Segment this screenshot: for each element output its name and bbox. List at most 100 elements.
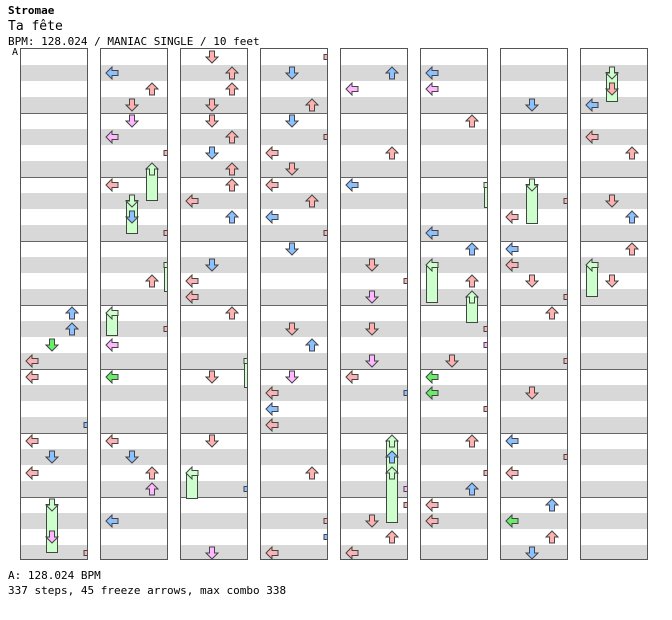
left-arrow-icon [265, 178, 279, 192]
up-arrow-icon [545, 498, 559, 512]
left-arrow-icon [105, 338, 119, 352]
down-arrow-icon [285, 242, 299, 256]
left-arrow-icon [105, 306, 119, 320]
beat-stripe [501, 289, 567, 305]
up-arrow-icon [305, 98, 319, 112]
left-arrow-icon [425, 370, 439, 384]
measure-line [21, 497, 87, 498]
beat-stripe [421, 417, 487, 433]
right-arrow-icon [323, 534, 327, 540]
measure-line [261, 177, 327, 178]
up-arrow-icon [225, 210, 239, 224]
up-arrow-icon [385, 146, 399, 160]
beat-stripe [341, 161, 407, 177]
measure-line [581, 369, 647, 370]
beat-stripe [261, 385, 327, 401]
beat-stripe [421, 225, 487, 241]
left-arrow-icon [505, 258, 519, 272]
up-arrow-icon [385, 530, 399, 544]
measure-line [261, 497, 327, 498]
right-arrow-icon [323, 518, 327, 524]
left-arrow-icon [185, 194, 199, 208]
beat-stripe [421, 321, 487, 337]
beat-stripe [181, 353, 247, 369]
beat-stripe [21, 353, 87, 369]
right-arrow-icon [163, 262, 167, 268]
left-arrow-icon [505, 514, 519, 528]
footer-stats: 337 steps, 45 freeze arrows, max combo 3… [8, 584, 287, 597]
measure-line [501, 241, 567, 242]
left-arrow-icon [265, 210, 279, 224]
left-arrow-icon [345, 546, 359, 559]
beat-stripe [581, 545, 647, 559]
up-arrow-icon [305, 338, 319, 352]
up-arrow-icon [145, 162, 159, 176]
beat-stripe [421, 129, 487, 145]
down-arrow-icon [525, 386, 539, 400]
down-arrow-icon [365, 258, 379, 272]
beat-stripe [181, 225, 247, 241]
down-arrow-icon [525, 178, 539, 192]
right-arrow-icon [483, 406, 487, 412]
left-arrow-icon [265, 402, 279, 416]
left-arrow-icon [585, 258, 599, 272]
beat-stripe [581, 129, 647, 145]
measure-line [181, 305, 247, 306]
left-arrow-icon [585, 130, 599, 144]
start-marker: A [12, 47, 19, 58]
left-arrow-icon [345, 82, 359, 96]
up-arrow-icon [65, 306, 79, 320]
right-arrow-icon [163, 150, 167, 156]
measure-line [101, 177, 167, 178]
up-arrow-icon [465, 482, 479, 496]
measure-line [501, 305, 567, 306]
left-arrow-icon [105, 66, 119, 80]
up-arrow-icon [465, 242, 479, 256]
left-arrow-icon [185, 274, 199, 288]
beat-stripe [501, 321, 567, 337]
right-arrow-icon [323, 134, 327, 140]
up-arrow-icon [385, 66, 399, 80]
down-arrow-icon [205, 370, 219, 384]
beat-stripe [501, 129, 567, 145]
left-arrow-icon [505, 434, 519, 448]
down-arrow-icon [525, 274, 539, 288]
beat-stripe [341, 225, 407, 241]
beat-stripe [581, 161, 647, 177]
left-arrow-icon [425, 498, 439, 512]
chart-lane [260, 48, 328, 560]
down-arrow-icon [445, 354, 459, 368]
up-arrow-icon [225, 66, 239, 80]
beat-stripe [421, 449, 487, 465]
beat-stripe [341, 193, 407, 209]
up-arrow-icon [225, 178, 239, 192]
beat-stripe [181, 385, 247, 401]
up-arrow-icon [465, 290, 479, 304]
down-arrow-icon [605, 274, 619, 288]
up-arrow-icon [465, 434, 479, 448]
measure-line [421, 433, 487, 434]
beat-stripe [581, 417, 647, 433]
beat-stripe [261, 225, 327, 241]
beat-stripe [581, 353, 647, 369]
measure-line [21, 177, 87, 178]
measure-line [101, 369, 167, 370]
beat-stripe [181, 193, 247, 209]
down-arrow-icon [205, 434, 219, 448]
measure-line [101, 241, 167, 242]
down-arrow-icon [205, 258, 219, 272]
right-arrow-icon [243, 486, 247, 492]
beat-stripe [101, 385, 167, 401]
chart-info: BPM: 128.024 / MANIAC SINGLE / 10 feet [8, 35, 260, 48]
beat-stripe [101, 545, 167, 559]
up-arrow-icon [145, 482, 159, 496]
measure-line [341, 113, 407, 114]
up-arrow-icon [625, 210, 639, 224]
down-arrow-icon [365, 354, 379, 368]
beat-stripe [261, 257, 327, 273]
measure-line [581, 177, 647, 178]
beat-stripe [21, 225, 87, 241]
down-arrow-icon [285, 66, 299, 80]
down-arrow-icon [285, 322, 299, 336]
down-arrow-icon [205, 50, 219, 64]
